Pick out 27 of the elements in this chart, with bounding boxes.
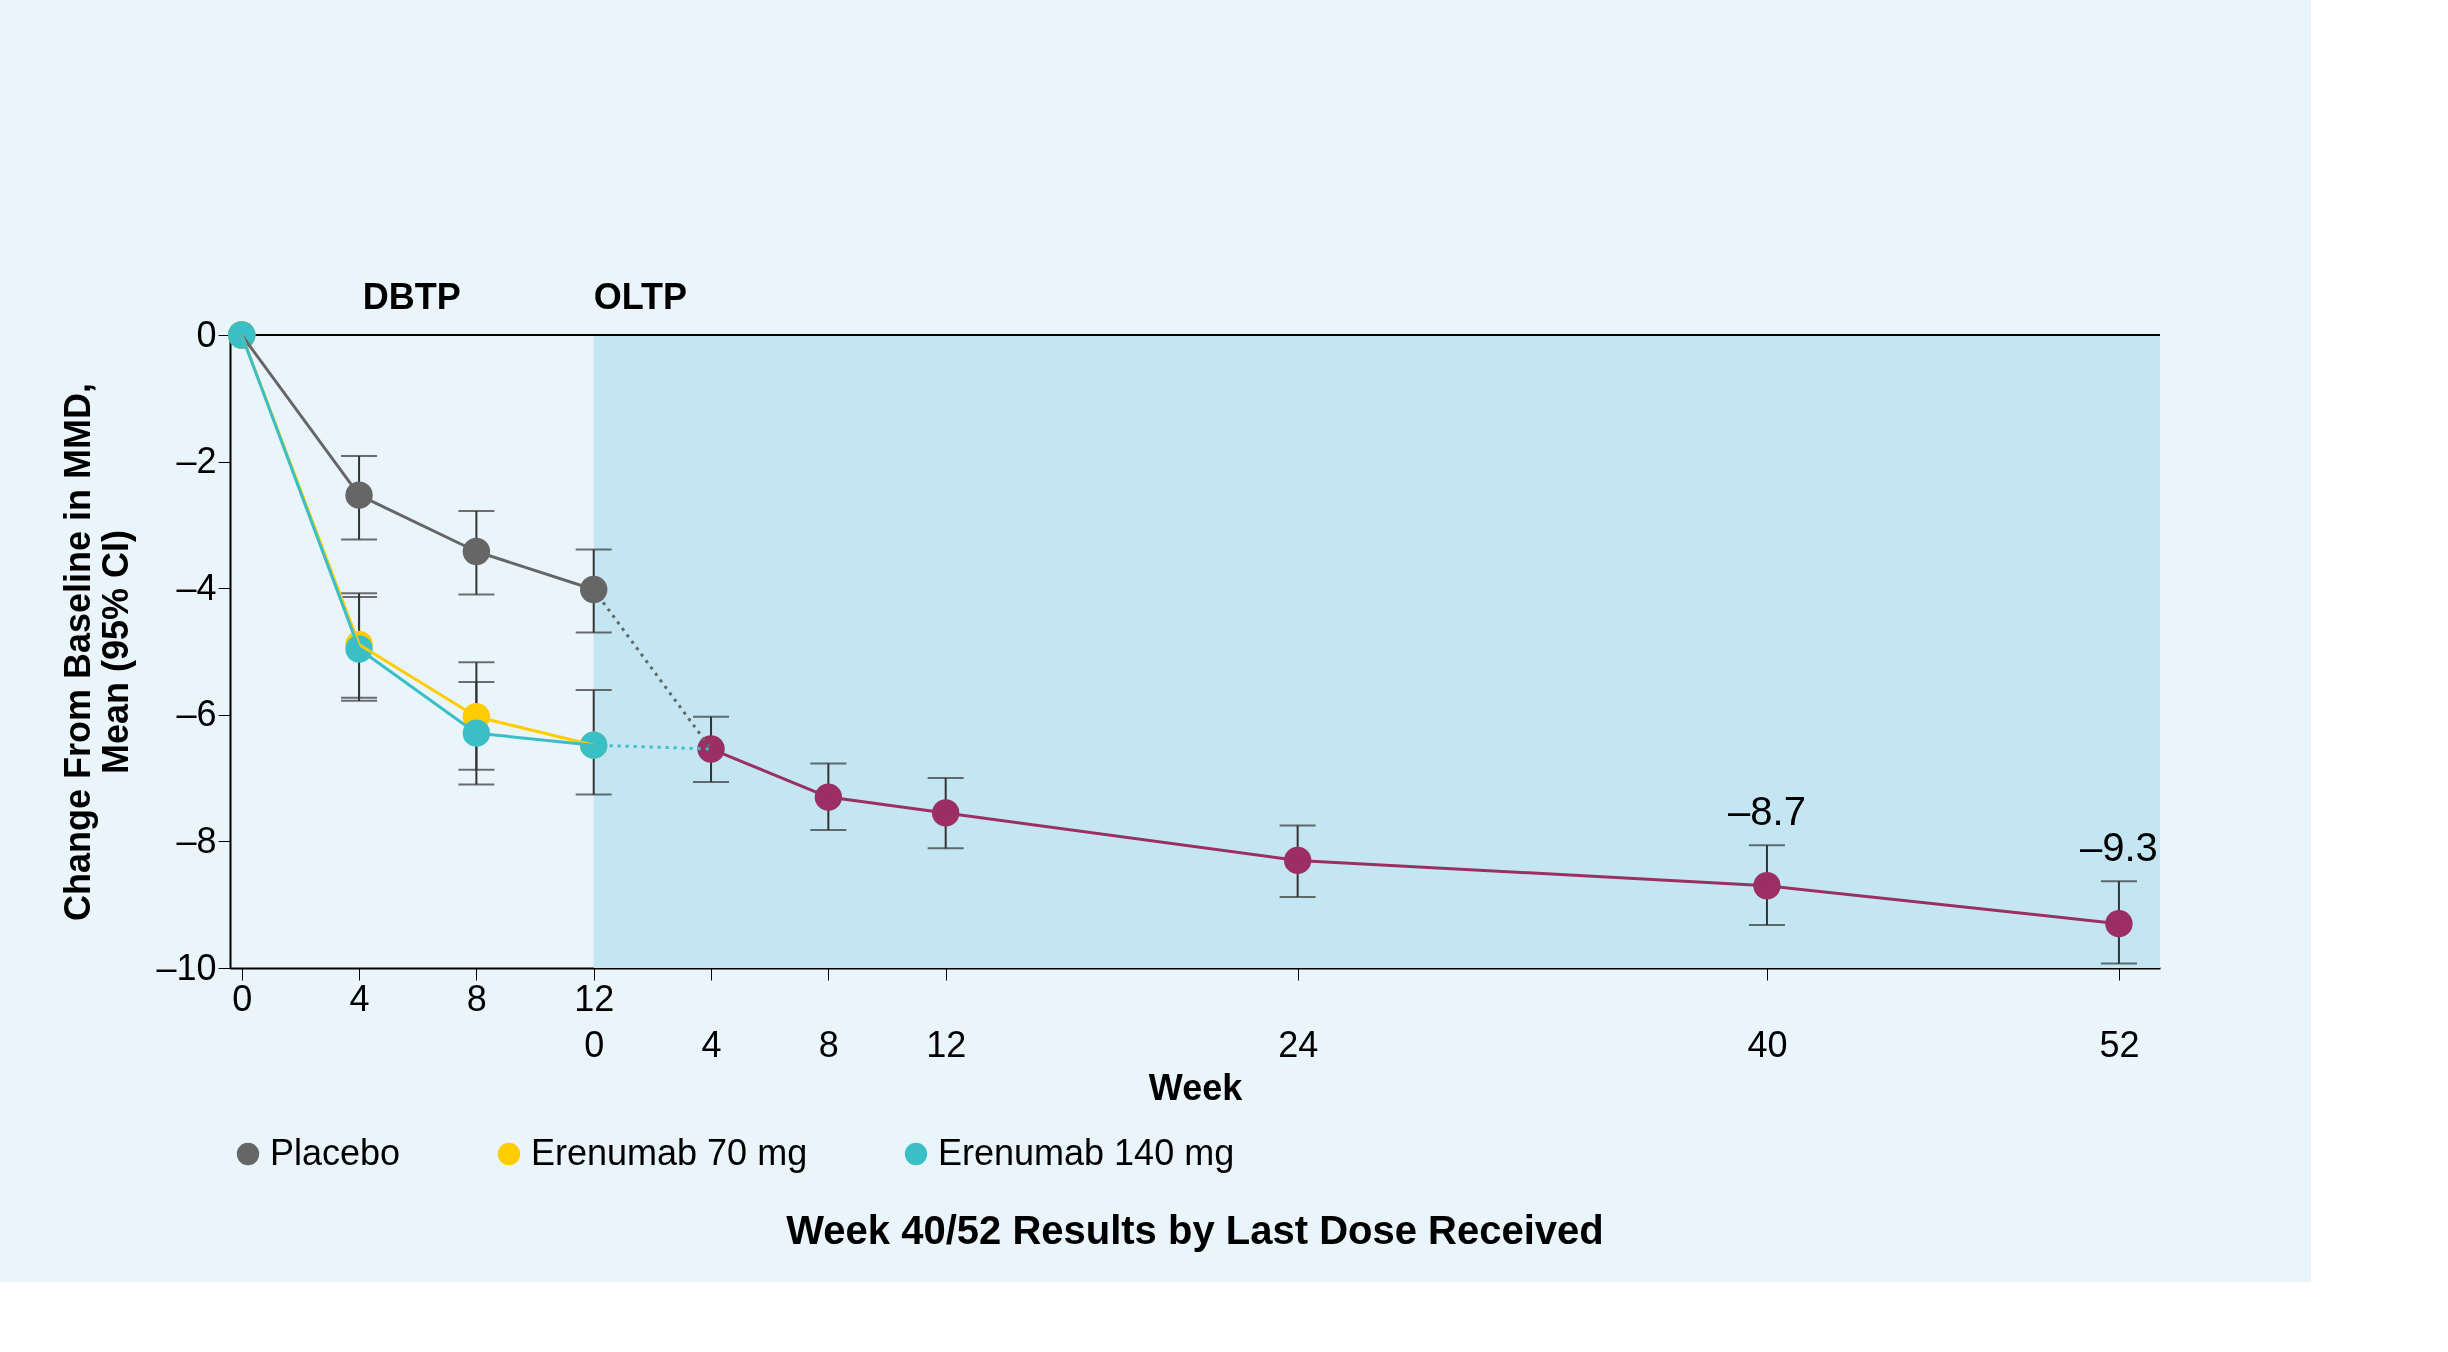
y-tick-label: –10 [156,946,217,988]
y-tick-label: –2 [176,440,217,482]
x-tick-label: 0 [232,977,253,1019]
x-tick-label: 12 [574,977,615,1019]
legend-label: Placebo [270,1132,401,1173]
x2-tick-label: 12 [926,1023,967,1065]
x-axis-title: Week [1148,1066,1244,1108]
y-tick-label: 0 [196,313,217,355]
y-tick-label: –4 [176,566,217,608]
x2-tick-label: 24 [1278,1023,1319,1065]
x2-tick-label: 40 [1747,1023,1788,1065]
y-axis-title: Change From Baseline in MMD, Mean (95% CI) [57,382,137,922]
x2-tick-label: 52 [2099,1023,2140,1065]
x2-tick-label: 8 [818,1023,839,1065]
legend-label: Erenumab 70 mg [531,1132,808,1173]
x2-tick-label: 0 [584,1023,605,1065]
data-label: –8.7 [1728,789,1806,834]
text: Week 40/52 Results by Last Dose Received [786,1208,1604,1252]
band-label: OLTP [593,276,688,317]
text: DBTP [362,276,461,317]
x-tick-label: 4 [349,977,370,1019]
legend-label: Erenumab 140 mg [938,1132,1235,1173]
x2-tick-label: 4 [701,1023,722,1065]
data-label: –9.3 [2080,825,2158,870]
y-tick-label: –8 [176,819,217,861]
x-tick-label: 8 [466,977,487,1019]
y-tick-label: –6 [176,693,217,735]
